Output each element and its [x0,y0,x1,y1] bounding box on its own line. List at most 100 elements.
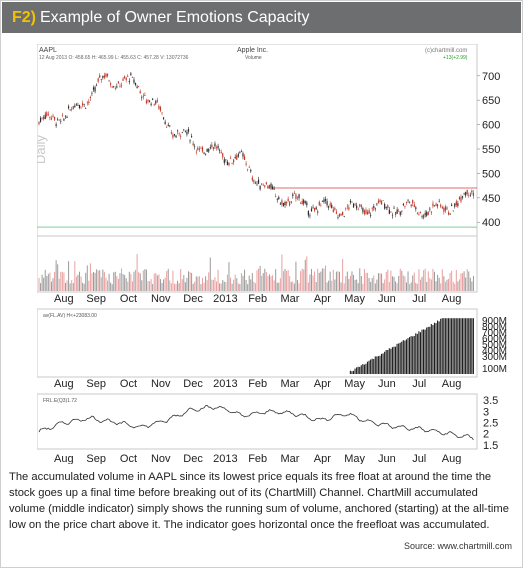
price-candle [376,203,378,205]
volume-bar [223,281,225,291]
price-candle [279,203,281,205]
volume-bar [404,276,406,291]
volume-bar [340,282,342,291]
accumvol-bar [458,318,460,374]
accumvol-bar [447,318,450,374]
price-candle [96,84,98,86]
accumvol-bar [402,340,404,374]
price-candle [345,207,347,209]
accumvol-bar [418,331,420,374]
price-candle [180,136,182,137]
volume-bar [230,277,232,291]
volume-bar [367,272,369,291]
price-candle [267,185,269,188]
volume-bar [172,270,174,291]
volume-bar [156,275,158,291]
accumvol-bar [359,366,361,374]
price-candle [421,216,423,218]
volume-bar [343,283,345,291]
volume-bar [86,265,88,291]
accumvol-bar [461,318,464,374]
volume-bar [209,257,211,291]
volume-bar [460,273,462,291]
x-tick-label: Nov [151,293,171,305]
volume-bar [405,282,407,291]
price-candle [198,148,200,150]
volume-bar [398,276,400,291]
volume-bar [107,280,109,291]
volume-bar [443,276,445,291]
volume-bar [342,258,344,291]
volume-bar [173,283,175,291]
x-tick-label: Aug [54,293,74,305]
volume-bar [52,278,54,291]
price-candle [231,163,233,164]
accumvol-bar [427,326,429,374]
price-candle [278,197,280,200]
accumvol-bar [404,340,406,374]
volume-bar [472,275,474,291]
price-candle [141,97,143,98]
price-candle [262,184,264,186]
volume-bar [93,272,94,291]
volume-bar [455,270,457,291]
price-candle [393,207,395,209]
volume-bar [348,278,350,291]
volume-bar [401,270,403,291]
volume-bar [206,280,208,291]
price-candle [183,129,185,131]
accumvol-bar [423,329,425,374]
price-tick-label: 550 [482,144,500,156]
volume-bar [256,270,258,291]
volume-bar [89,263,91,291]
price-candle [108,80,110,82]
price-candle [384,204,386,209]
volume-bar [117,278,119,291]
price-tick-label: 400 [482,217,500,229]
price-candle [323,199,325,203]
price-candle [441,207,443,209]
price-candle [186,131,188,135]
price-candle [233,159,235,163]
price-tick-label: 600 [482,120,500,132]
volume-bar [468,271,470,291]
price-candle [407,199,409,201]
price-candle [111,86,113,88]
volume-bar [147,281,149,291]
volume-bar [205,276,207,291]
accumvol-bar [421,329,423,374]
x-tick-label: Aug [54,453,74,464]
price-candle [377,200,380,203]
x-tick-label: Jun [378,378,396,390]
volume-bar [58,278,60,291]
price-candle [385,207,387,209]
volume-bar [85,272,87,291]
price-candle [82,103,84,106]
price-candle [153,104,155,106]
price-candle [387,205,389,208]
price-candle [423,214,425,219]
volume-bar [254,283,256,291]
price-candle [122,78,124,81]
accumvol-bar [457,318,459,374]
volume-bar [351,271,353,291]
accumvol-bar [441,318,443,374]
volume-bar [339,271,341,291]
price-candle [142,95,144,97]
price-candle [47,114,49,115]
price-candle [130,73,132,76]
volume-bar [41,274,43,291]
oscillator-tick-label: 2.5 [483,418,498,430]
price-candle [370,215,372,216]
figure-title-text: Example of Owner Emotions Capacity [40,9,310,26]
volume-bar [276,282,278,291]
accumvol-bar [465,318,467,374]
price-candle [324,199,327,201]
price-candle [452,210,454,212]
volume-bar [441,269,443,291]
volume-bar [353,274,355,291]
volume-bar [306,256,308,291]
volume-bar [247,284,249,291]
volume-bar [295,261,297,291]
